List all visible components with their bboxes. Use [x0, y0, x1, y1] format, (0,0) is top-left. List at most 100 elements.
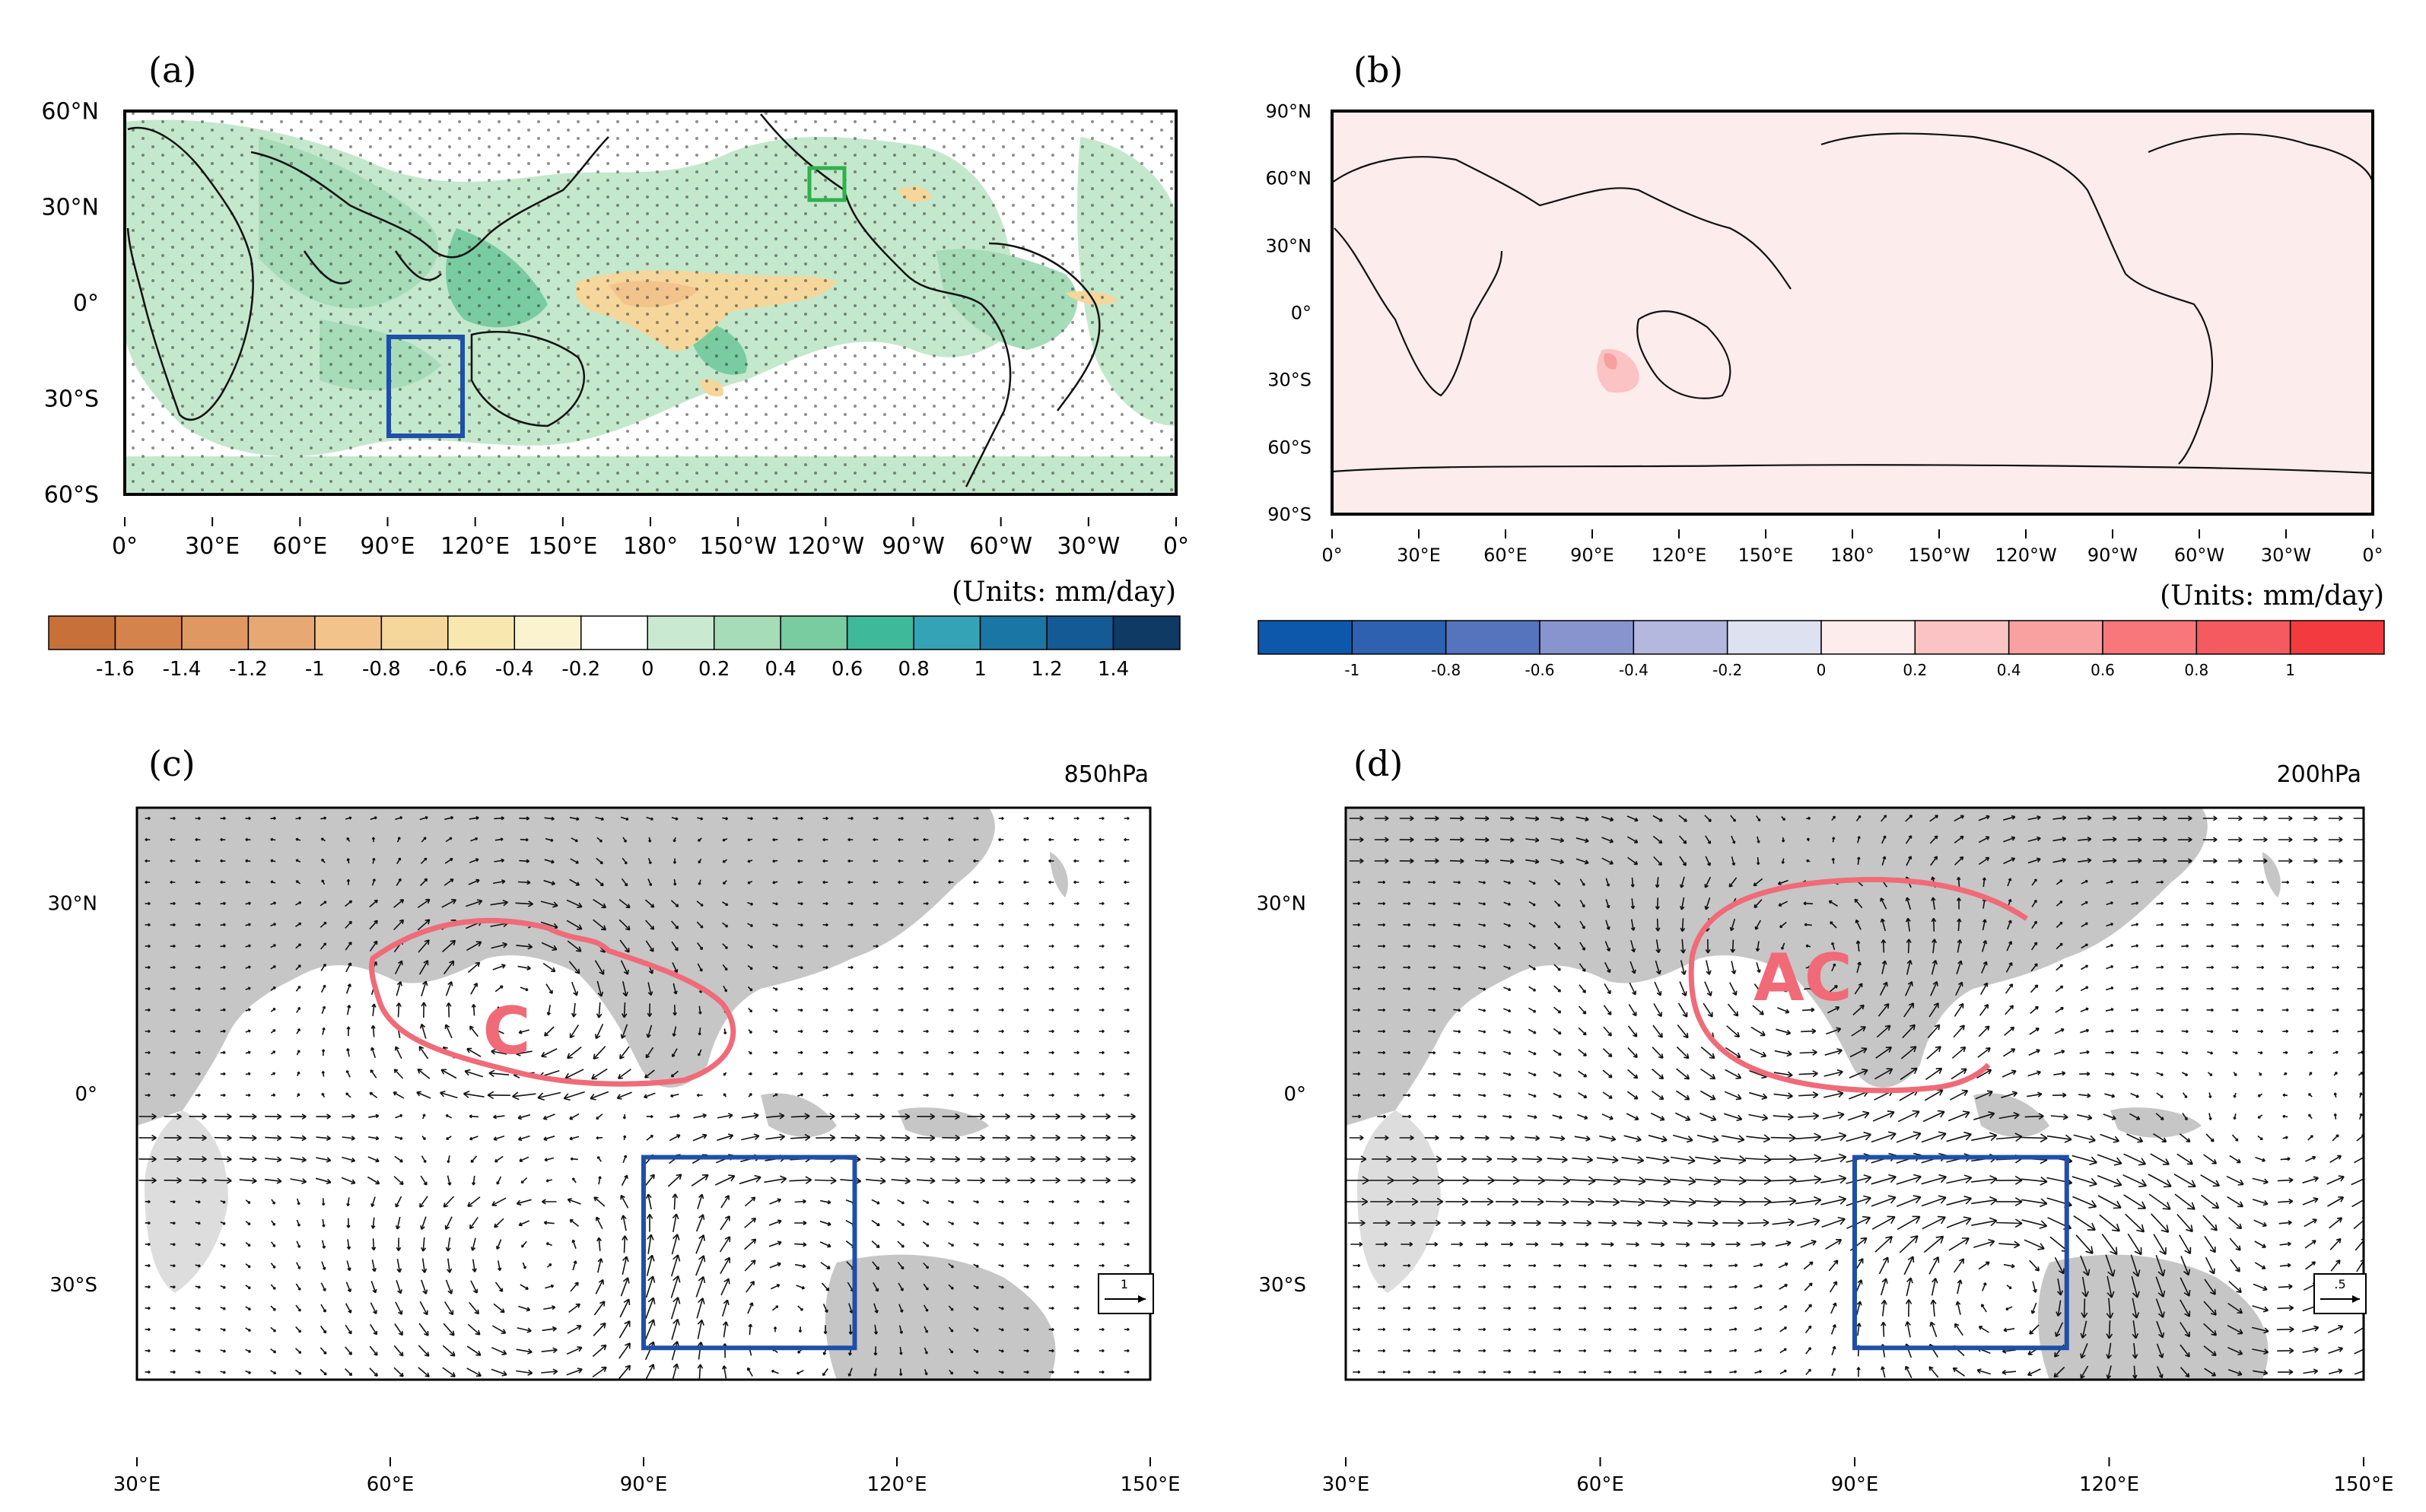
- panel-d-arrow-877: [1753, 1263, 1763, 1268]
- panel-d-arrow-846: [1998, 1240, 2021, 1249]
- panel-d-arrow-389: [1852, 1004, 1865, 1016]
- panel-d-arrow-243: [2307, 923, 2315, 927]
- panel-c-arrow-425: [772, 1030, 778, 1034]
- panel-d-arrow-70: [2078, 837, 2092, 842]
- panel-c-arrow-872: [948, 1263, 954, 1269]
- panel-c-arrow-508: [847, 1072, 854, 1076]
- panel-d-arrow-904: [1403, 1285, 1411, 1289]
- panel-d-arrow-687: [2123, 1153, 2147, 1166]
- panel-a-frame: [123, 110, 1178, 496]
- panel-c-arrow-671: [917, 1155, 936, 1163]
- panel-d-arrow-1063: [2302, 1347, 2319, 1353]
- panel-c-arrow-91: [420, 857, 428, 865]
- panel-c-arrow-184: [747, 901, 754, 906]
- panel-c-arrow-515: [1023, 1072, 1029, 1076]
- panel-c-arrow-566: [290, 1113, 307, 1120]
- panel-d-arrow-281: [2231, 944, 2240, 948]
- panel-c-arrow-323: [220, 986, 226, 991]
- panel-d-arrow-733: [2252, 1177, 2269, 1185]
- panel-c-arrow-561: [164, 1113, 182, 1120]
- panel-d-arrow-1090: [1952, 1367, 1966, 1377]
- panel-d-arrow-282: [2256, 944, 2265, 948]
- panel-c-arrow-623: [717, 1133, 734, 1142]
- panel-d-arrow-861: [1353, 1263, 1361, 1268]
- panel-c-arrow-139: [621, 878, 628, 887]
- panel-c-arrow-260: [645, 940, 654, 952]
- panel-d-arrow-843: [1923, 1235, 1944, 1253]
- panel-c-arrow-682: [189, 1177, 207, 1184]
- panel-c-arrow-88: [346, 858, 350, 864]
- panel-c-arrow-41: [170, 837, 176, 842]
- panel-d-arrow-980: [2277, 1304, 2294, 1311]
- panel-d-arrow-283: [2281, 944, 2290, 948]
- panel-c-arrow-133: [468, 878, 480, 885]
- panel-d-arrow-707: [1594, 1176, 1621, 1186]
- panel-c-arrow-904: [746, 1281, 755, 1293]
- panel-c-arrow-829: [871, 1240, 880, 1249]
- panel-c-arrow-331: [421, 980, 428, 997]
- panel-d-arrow-933: [2131, 1275, 2140, 1298]
- panel-d-arrow-1035: [1604, 1348, 1612, 1353]
- panel-c-arrow-373: [471, 1004, 476, 1016]
- panel-d-arrow-988: [1453, 1327, 1461, 1332]
- panel-c-arrow-389: [873, 1008, 879, 1012]
- panel-c-arrow-279: [1124, 944, 1130, 948]
- panel-c-arrow-66: [797, 837, 803, 842]
- panel-d-arrow-986: [1403, 1327, 1411, 1332]
- panel-c-arrow-874: [998, 1264, 1004, 1268]
- panel-d-arrow-865: [1453, 1263, 1461, 1268]
- panel-d-arrow-913: [1628, 1285, 1637, 1289]
- panel-d-arrow-713: [1744, 1176, 1772, 1186]
- panel-d-arrow-790: [1623, 1219, 1642, 1227]
- panel-d-arrow-188: [1957, 897, 1961, 910]
- panel-d-arrow-689: [2176, 1153, 2193, 1165]
- panel-c-arrow-537: [563, 1091, 585, 1101]
- panel-d-arrow-85: [1424, 858, 1439, 864]
- panel-b-colorbar-swatch-6: [1820, 620, 1916, 655]
- panel-d-arrow-839: [1825, 1239, 1843, 1250]
- panel-c-arrow-791: [922, 1220, 930, 1226]
- panel-a-y-tick-0: 60°N: [41, 99, 99, 125]
- panel-d-arrow-202: [2307, 901, 2315, 906]
- panel-c-arrow-507: [822, 1072, 828, 1076]
- panel-c-arrow-546: [797, 1093, 804, 1097]
- panel-c-arrow-1060: [645, 1364, 655, 1380]
- panel-c-arrow-170: [393, 899, 405, 908]
- panel-c-arrow-221: [670, 920, 679, 929]
- panel-d-arrow-79: [2303, 837, 2318, 843]
- panel-d-arrow-399: [2105, 1008, 2114, 1012]
- panel-c-arrow-552: [948, 1093, 954, 1097]
- panel-d-arrow-287: [1353, 965, 1361, 970]
- panel-d-arrow-948: [1478, 1306, 1486, 1310]
- panel-b-colorbar-label-6: 0.2: [1903, 661, 1927, 679]
- panel-c-arrow-3: [220, 816, 226, 821]
- panel-c-arrow-542: [696, 1093, 703, 1097]
- panel-b-y-tick-0: 90°N: [1266, 100, 1312, 122]
- panel-d-arrow-1040: [1729, 1348, 1738, 1352]
- panel-d-arrow-775: [2278, 1198, 2294, 1205]
- panel-d-arrow-753: [1719, 1197, 1747, 1207]
- panel-d-arrow-471: [1849, 1047, 1868, 1058]
- panel-c-arrow-374: [497, 1006, 501, 1014]
- panel-d-arrow-844: [1948, 1237, 1970, 1251]
- panel-d-arrow-615: [1349, 1135, 1364, 1141]
- panel-d-arrow-463: [1652, 1047, 1664, 1059]
- panel-d-arrow-9: [1575, 816, 1589, 822]
- panel-d-arrow-667: [1621, 1155, 1645, 1164]
- panel-c-arrow-643: [214, 1156, 232, 1163]
- panel-d-arrow-374: [1478, 1009, 1486, 1012]
- panel-c-arrow-469: [873, 1050, 879, 1055]
- panel-c-arrow-929: [370, 1302, 377, 1314]
- panel-c-arrow-146: [797, 880, 803, 885]
- panel-c-arrow-575: [517, 1114, 531, 1120]
- panel-d-arrow-211: [1503, 923, 1512, 927]
- panel-c-arrow-865: [769, 1262, 781, 1269]
- panel-d-arrow-83: [1374, 858, 1389, 864]
- panel-c-arrow-197: [1073, 901, 1079, 906]
- panel-a-colorbar-label-1: -1.4: [163, 658, 202, 681]
- panel-c-arrow-907: [821, 1282, 830, 1291]
- panel-d-arrow-805: [1995, 1218, 2023, 1228]
- panel-d-arrow-91: [1575, 858, 1589, 865]
- panel-c-arrow-468: [847, 1050, 854, 1055]
- panel-c-arrow-177: [566, 899, 583, 908]
